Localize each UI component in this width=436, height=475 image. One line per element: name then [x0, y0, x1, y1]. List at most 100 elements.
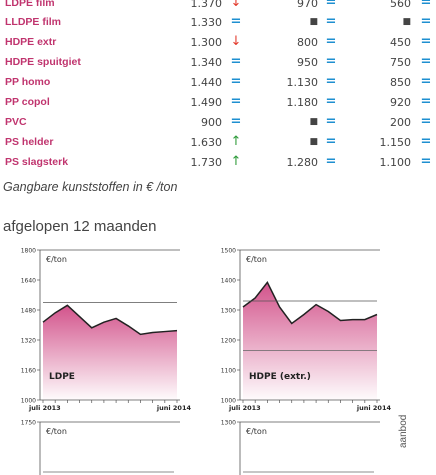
table-row: LDPE film 1.370 ↓ 970 = 560 = [0, 0, 436, 14]
trend-equal-icon: = [325, 34, 337, 49]
price-value: 1.330 [190, 16, 223, 29]
trend-equal-icon: = [420, 134, 432, 149]
y-tick-label: 1000 [21, 398, 36, 405]
trend-up-icon: ↑ [230, 134, 242, 149]
price-value: 950 [297, 56, 318, 69]
table-row: HDPE extr 1.300 ↓ 800 = 450 = [0, 34, 436, 53]
unit-label: €/ton [46, 427, 67, 436]
price-value: 1.340 [190, 56, 223, 69]
table-row: PP copol 1.490 = 1.180 = 920 = [0, 94, 436, 113]
section-title: afgelopen 12 maanden [3, 218, 157, 235]
trend-equal-icon: = [325, 134, 337, 149]
material-name: PVC [5, 116, 27, 128]
material-name: PS slagsterk [5, 156, 69, 168]
trend-equal-icon: = [420, 0, 432, 10]
trend-equal-icon: = [325, 74, 337, 89]
price-value: ■ [309, 117, 318, 127]
trend-equal-icon: = [230, 54, 242, 69]
table-caption: Gangbare kunststoffen in € /ton [3, 180, 178, 194]
price-value: 970 [297, 0, 318, 10]
material-name: PP copol [5, 96, 50, 108]
price-value: ■ [402, 17, 411, 27]
chart-hdpe-extr: 1000 1100 1200 1300 1400 1500 €/ton juli 2013 ju… [221, 248, 392, 413]
trend-equal-icon: = [420, 154, 432, 169]
series-label: HDPE (extr.) [249, 372, 311, 382]
price-value: 1.150 [379, 136, 412, 149]
price-value: 920 [390, 96, 411, 109]
series-label: LDPE [49, 372, 75, 382]
chart-ldpe: 1000 1160 1320 1480 1640 1800 €/ton juli 2013 ju… [21, 248, 192, 413]
price-value: 200 [390, 116, 411, 129]
table-row: LLDPE film 1.330 = ■ = ■ = [0, 14, 436, 33]
price-value: 900 [201, 116, 222, 129]
table-row: PP homo 1.440 = 1.130 = 850 = [0, 74, 436, 93]
price-value: 1.280 [286, 156, 319, 169]
trend-equal-icon: = [325, 154, 337, 169]
material-name: HDPE spuitgiet [5, 56, 81, 68]
trend-equal-icon: = [230, 74, 242, 89]
trend-equal-icon: = [420, 54, 432, 69]
trend-equal-icon: = [420, 34, 432, 49]
table-row: PS slagsterk 1.730 ↑ 1.280 = 1.100 = [0, 154, 436, 173]
y-tick-label: 1400 [221, 278, 236, 285]
y-tick-label: 1750 [21, 420, 36, 427]
y-tick-label: 1320 [21, 338, 36, 345]
material-name: HDPE extr [5, 36, 57, 48]
table-row: HDPE spuitgiet 1.340 = 950 = 750 = [0, 54, 436, 73]
price-value: ■ [309, 137, 318, 147]
trend-equal-icon: = [230, 114, 242, 129]
trend-equal-icon: = [325, 14, 337, 29]
price-value: 1.490 [190, 96, 223, 109]
price-value: 1.180 [286, 96, 319, 109]
price-value: 800 [297, 36, 318, 49]
trend-equal-icon: = [230, 94, 242, 109]
y-tick-label: 1480 [21, 308, 36, 315]
table-row: PS helder 1.630 ↑ ■ = 1.150 = [0, 134, 436, 153]
trend-equal-icon: = [420, 74, 432, 89]
material-name: LLDPE film [5, 16, 62, 28]
trend-equal-icon: = [325, 0, 337, 10]
y-tick-label: 1100 [221, 368, 236, 375]
chart-bottom-left: 1750 €/ton [21, 420, 180, 475]
price-value: 1.730 [190, 156, 223, 169]
x-tick-label: juli 2013 [228, 404, 261, 412]
y-tick-label: 1800 [21, 248, 36, 255]
trend-equal-icon: = [325, 114, 337, 129]
price-value: 850 [390, 76, 411, 89]
trend-equal-icon: = [420, 14, 432, 29]
x-tick-label: juni 2014 [156, 404, 192, 412]
y-tick-label: 1160 [21, 368, 36, 375]
price-value: ■ [309, 17, 318, 27]
area-fill [243, 282, 377, 400]
trend-equal-icon: = [230, 14, 242, 29]
price-value: 1.440 [190, 76, 223, 89]
y-tick-label: 1500 [221, 248, 236, 255]
y-tick-label: 1300 [221, 420, 236, 427]
price-value: 1.100 [379, 156, 412, 169]
trend-down-icon: ↓ [230, 34, 242, 49]
price-value: 1.370 [190, 0, 223, 10]
area-fill [43, 305, 177, 400]
x-tick-label: juli 2013 [28, 404, 61, 412]
x-tick-label: juni 2014 [356, 404, 392, 412]
trend-equal-icon: = [420, 114, 432, 129]
y-tick-label: 1200 [221, 338, 236, 345]
price-value: 560 [390, 0, 411, 10]
trend-equal-icon: = [325, 94, 337, 109]
chart-bottom-right: 1300 €/ton [221, 420, 380, 475]
price-value: 450 [390, 36, 411, 49]
price-value: 750 [390, 56, 411, 69]
unit-label: €/ton [246, 427, 267, 436]
table-row: PVC 900 = ■ = 200 = [0, 114, 436, 133]
trend-equal-icon: = [420, 94, 432, 109]
price-value: 1.630 [190, 136, 223, 149]
price-value: 1.300 [190, 36, 223, 49]
material-name: PP homo [5, 76, 51, 88]
y-tick-label: 1000 [221, 398, 236, 405]
unit-label: €/ton [246, 255, 267, 264]
series-line [242, 280, 378, 325]
material-name: LDPE film [5, 0, 55, 9]
price-value: 1.130 [286, 76, 319, 89]
trend-equal-icon: = [325, 54, 337, 69]
trend-up-icon: ↑ [230, 154, 242, 169]
